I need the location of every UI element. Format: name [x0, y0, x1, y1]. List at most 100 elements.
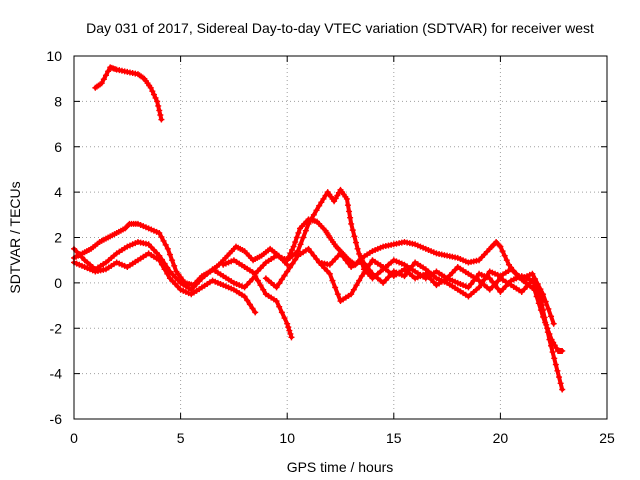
data-point	[160, 237, 167, 244]
data-point	[154, 98, 161, 105]
data-point	[98, 80, 105, 87]
data-point	[346, 208, 353, 215]
data-point	[171, 262, 178, 269]
series-track-8	[316, 257, 547, 305]
data-point	[241, 293, 248, 300]
data-point	[350, 286, 357, 293]
data-point	[352, 239, 359, 246]
data-point	[540, 307, 547, 314]
data-point	[156, 229, 163, 236]
data-point	[244, 297, 251, 304]
data-point	[288, 246, 295, 253]
data-point	[276, 280, 283, 287]
data-point	[358, 273, 365, 280]
data-point	[538, 301, 545, 308]
data-point	[468, 281, 475, 288]
data-point	[559, 347, 566, 354]
data-point	[556, 374, 563, 381]
data-point	[503, 257, 510, 264]
chart-title: Day 031 of 2017, Sidereal Day-to-day VTE…	[86, 20, 594, 36]
data-point	[276, 303, 283, 310]
data-point	[316, 202, 323, 209]
data-point	[345, 260, 352, 267]
y-tick-label: 10	[46, 48, 62, 64]
data-point	[281, 315, 288, 322]
data-point	[300, 234, 307, 241]
data-point	[548, 313, 555, 320]
x-axis-label: GPS time / hours	[287, 459, 394, 475]
data-point	[549, 349, 556, 356]
data-point	[501, 252, 508, 259]
data-point	[476, 284, 483, 291]
data-point	[149, 88, 156, 95]
data-point	[356, 250, 363, 257]
data-point	[158, 261, 165, 268]
data-point	[310, 211, 317, 218]
data-point	[286, 327, 293, 334]
data-point	[541, 314, 548, 321]
y-tick-label: 4	[54, 184, 62, 200]
data-point	[337, 250, 344, 257]
y-tick-label: -2	[50, 320, 63, 336]
data-point	[257, 282, 264, 289]
data-point	[496, 242, 503, 249]
data-point	[551, 355, 558, 362]
y-tick-label: 8	[54, 93, 62, 109]
data-point	[161, 266, 168, 273]
data-point	[557, 380, 564, 387]
data-point	[281, 272, 288, 279]
data-point	[529, 277, 536, 284]
data-markers	[71, 64, 566, 393]
data-point	[162, 241, 169, 248]
x-tick-label: 25	[599, 430, 615, 446]
data-point	[125, 222, 132, 229]
data-point	[550, 320, 557, 327]
data-point	[297, 241, 304, 248]
data-point	[361, 269, 368, 276]
data-point	[302, 227, 309, 234]
data-point	[260, 286, 267, 293]
data-point	[278, 276, 285, 283]
y-tick-label: 2	[54, 230, 62, 246]
data-point	[252, 309, 259, 316]
data-point	[169, 257, 176, 264]
data-point	[102, 72, 109, 79]
data-point	[548, 342, 555, 349]
data-point	[313, 207, 320, 214]
data-point	[295, 229, 302, 236]
data-point	[554, 367, 561, 374]
data-point	[401, 273, 408, 280]
data-point	[284, 268, 291, 275]
data-point	[164, 245, 171, 252]
data-point	[342, 257, 349, 264]
data-point	[354, 245, 361, 252]
data-point	[156, 107, 163, 114]
data-point	[494, 285, 501, 292]
data-point	[543, 321, 550, 328]
data-point	[529, 270, 536, 277]
data-point	[552, 361, 559, 368]
data-point	[308, 249, 315, 256]
data-point	[409, 262, 416, 269]
data-point	[344, 202, 351, 209]
series-track-2	[71, 220, 291, 289]
y-tick-label: 0	[54, 275, 62, 291]
series-track-7	[262, 245, 557, 327]
data-point	[164, 270, 171, 277]
series-track-3	[71, 239, 295, 341]
data-point	[361, 260, 368, 267]
data-point	[246, 301, 253, 308]
data-point	[305, 245, 312, 252]
data-point	[348, 220, 355, 227]
data-point	[499, 248, 506, 255]
data-point	[540, 298, 547, 305]
data-point	[532, 282, 539, 289]
series-track-1	[92, 64, 165, 123]
data-point	[465, 284, 472, 291]
data-point	[366, 261, 373, 268]
data-point	[293, 234, 300, 241]
data-point	[332, 284, 339, 291]
data-point	[546, 336, 553, 343]
data-point	[158, 116, 165, 123]
